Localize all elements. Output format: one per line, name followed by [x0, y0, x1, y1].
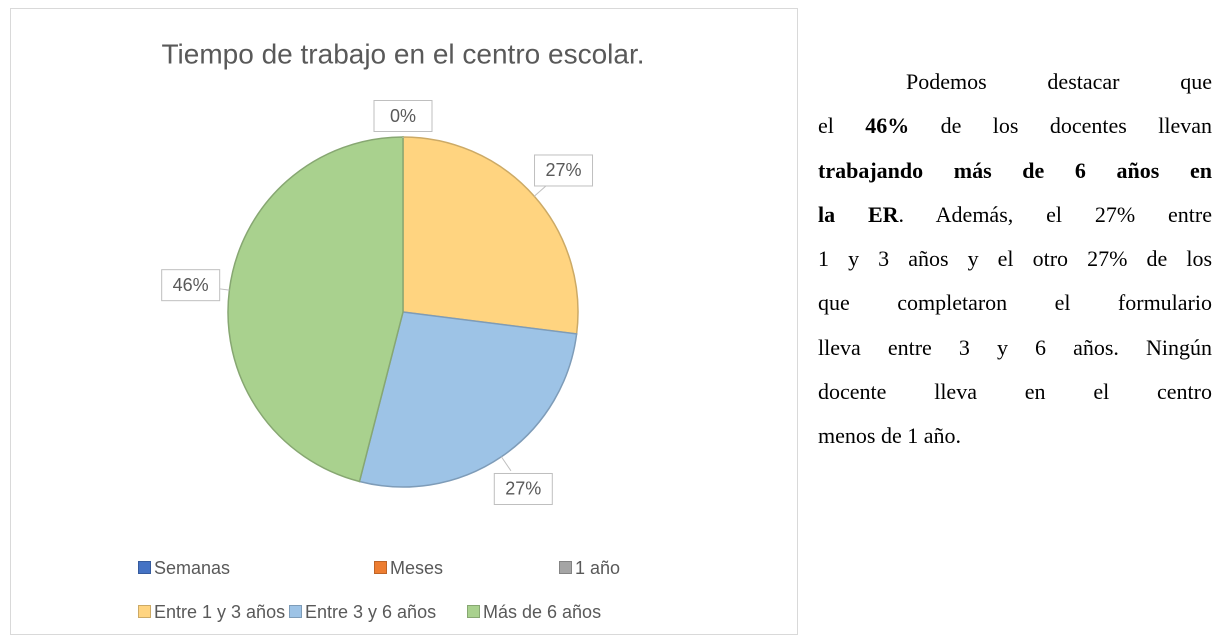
bold-text: la ER: [818, 201, 899, 227]
data-label: 46%: [173, 275, 209, 295]
data-label-box: [161, 269, 221, 302]
legend-label: Meses: [390, 558, 443, 578]
text-run: menos de 1 año.: [818, 423, 961, 449]
text-line: Podemos destacar que: [818, 60, 1212, 104]
text-line: que completaron el formulario: [818, 281, 1212, 325]
legend-swatch: [289, 605, 302, 618]
text-run: que completaron el formulario: [818, 290, 1212, 316]
data-label: 27%: [505, 479, 541, 499]
text-line: 1 y 3 años y el otro 27% de los: [818, 237, 1212, 281]
chart: Tiempo de trabajo en el centro escolar. …: [10, 8, 798, 635]
legend-swatch: [374, 561, 387, 574]
data-label: 0%: [390, 106, 416, 126]
legend-swatch: [467, 605, 480, 618]
bold-text: 46%: [865, 113, 910, 139]
chart-title: Tiempo de trabajo en el centro escolar.: [161, 38, 644, 69]
pie-slice: [358, 311, 578, 488]
bold-text: trabajando más de 6 años en: [818, 157, 1212, 183]
text-line: lleva entre 3 y 6 años. Ningún: [818, 326, 1212, 370]
data-label-box: [373, 100, 433, 132]
leader-line: [533, 184, 548, 197]
legend-label: Entre 1 y 3 años: [154, 602, 285, 622]
paragraph: Podemos destacar que el 46% de los docent…: [818, 60, 1212, 459]
text-line: docente lleva en el centro: [818, 370, 1212, 414]
leader-line: [500, 456, 512, 472]
text-line: trabajando más de 6 años en: [818, 149, 1212, 193]
text-run: lleva entre 3 y 6 años. Ningún: [818, 334, 1212, 360]
text-line: la ER. Además, el 27% entre: [818, 193, 1212, 237]
text-run: 1 y 3 años y el otro 27% de los: [818, 246, 1212, 272]
legend-swatch: [559, 561, 572, 574]
pie-slice: [402, 136, 579, 335]
legend-label: Entre 3 y 6 años: [305, 602, 436, 622]
legend-swatch: [138, 605, 151, 618]
legend-swatch: [138, 561, 151, 574]
text-run: el: [818, 113, 866, 139]
legend-label: Más de 6 años: [483, 602, 601, 622]
data-label-box: [534, 154, 594, 187]
legend-label: 1 año: [575, 558, 620, 578]
text-run: docente lleva en el centro: [818, 379, 1212, 405]
data-label-box: [493, 472, 553, 505]
text-run: de los docentes llevan: [909, 113, 1212, 139]
text-run: Podemos destacar que: [906, 69, 1212, 94]
data-label: 27%: [546, 160, 582, 180]
text-run: . Además, el 27% entre: [898, 201, 1212, 227]
legend-label: Semanas: [154, 558, 230, 578]
text-line: el 46% de los docentes llevan: [818, 104, 1212, 148]
text-line: menos de 1 año.: [818, 414, 1212, 458]
